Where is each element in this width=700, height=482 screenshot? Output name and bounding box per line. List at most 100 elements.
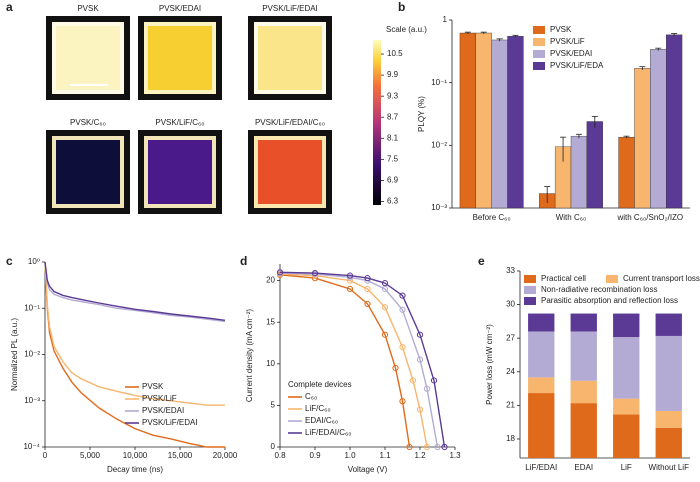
legend-label: C₆₀ (305, 392, 317, 401)
bar-segment (613, 313, 640, 338)
y-tick-label: 10⁻² (24, 350, 40, 359)
marker (434, 443, 441, 451)
y-tick-label: 10⁻¹ (431, 78, 447, 87)
x-tick-label: LiF/EDAI (525, 463, 557, 472)
colorbar-tick-label: 6.9 (387, 176, 399, 185)
y-tick-label: 10 (266, 359, 275, 368)
legend-label: PVSK/LiF/EDAI (142, 418, 198, 427)
marker (346, 285, 354, 293)
bar (475, 32, 492, 209)
x-tick-label: 1.2 (414, 451, 426, 460)
series-line (279, 274, 411, 448)
legend-label: Parasitic absorption and reflection loss (541, 296, 678, 305)
marker (311, 270, 319, 277)
y-tick-label: 18 (506, 434, 515, 443)
bar-segment (570, 380, 597, 404)
legend-label: PVSK/LiF (142, 394, 177, 403)
y-tick-label: 33 (506, 266, 515, 275)
legend-label: PVSK/EDAI (142, 406, 184, 415)
y-tick-label: 10⁻⁴ (23, 442, 40, 451)
image-label: PVSK/C₆₀ (70, 118, 106, 127)
legend-label: PVSK (550, 25, 572, 34)
bar (650, 49, 667, 209)
legend-label: EDAI/C₆₀ (305, 416, 338, 425)
legend-label: LiF/C₆₀ (305, 404, 331, 413)
image-label: PVSK/LiF/EDAI/C₆₀ (255, 118, 325, 127)
y-tick-label: 0 (271, 442, 276, 451)
bar-segment (613, 414, 640, 458)
y-tick-label: 24 (506, 367, 515, 376)
marker (399, 398, 406, 405)
bar-segment (528, 313, 555, 332)
colorbar-tick-label: 7.5 (387, 154, 399, 163)
panel-letter: a (6, 0, 13, 14)
marker (430, 377, 438, 384)
marker (392, 364, 399, 372)
x-axis-label: Voltage (V) (348, 465, 388, 474)
series-line (44, 261, 226, 323)
legend-label: PVSK/LiF/EDA (550, 61, 604, 70)
x-tick-label: Before C₆₀ (473, 213, 511, 222)
marker (364, 275, 371, 282)
marker (346, 272, 354, 279)
bar-segment (655, 427, 682, 458)
marker (381, 280, 389, 287)
marker (364, 300, 371, 308)
marker (399, 344, 406, 351)
y-tick-label: 5 (271, 401, 276, 410)
y-tick-label: 30 (506, 300, 515, 309)
x-tick-label: LiF (621, 463, 632, 472)
x-tick-label: EDAI (574, 463, 593, 472)
marker (364, 285, 371, 293)
colorbar-tick-label: 9.9 (387, 70, 399, 79)
series-line (279, 272, 439, 448)
bar (570, 135, 588, 209)
legend-label: LiF/EDAI/C₆₀ (305, 428, 352, 437)
bar-segment (655, 313, 682, 336)
series-line (279, 271, 446, 448)
legend-title: Complete devices (288, 380, 352, 389)
panel-letter: d (240, 254, 247, 268)
y-tick-label: 10⁰ (28, 257, 40, 266)
y-tick-label: 27 (506, 333, 515, 342)
image-label: PVSK (77, 4, 99, 13)
x-tick-label: 0 (43, 451, 48, 460)
y-tick-label: 10⁻² (431, 140, 447, 149)
marker (416, 356, 424, 363)
y-axis-label: Current density (mA cm⁻²) (245, 309, 254, 402)
bar (491, 39, 508, 209)
x-tick-label: 1.3 (449, 451, 461, 460)
legend-swatch (533, 50, 545, 58)
bar (634, 68, 651, 209)
bar (666, 34, 683, 209)
pl-image (144, 136, 216, 208)
marker (381, 304, 389, 311)
pl-image (254, 136, 326, 208)
series-line (44, 261, 226, 321)
pl-image (254, 22, 326, 94)
bar (586, 121, 603, 209)
y-axis-label: Power loss (mW cm⁻²) (485, 324, 494, 405)
bar (618, 136, 635, 209)
legend-swatch (524, 275, 536, 283)
colorbar-label: Scale (a.u.) (386, 25, 427, 34)
y-tick-label: 10⁻³ (431, 203, 447, 212)
bar (507, 36, 524, 209)
y-tick-label: 20 (266, 276, 275, 285)
y-axis-label: Normalized PL (a.u.) (10, 318, 19, 391)
marker (416, 331, 424, 338)
colorbar (373, 40, 381, 205)
colorbar-tick-label: 6.3 (387, 197, 399, 206)
marker (381, 285, 389, 293)
y-axis-label: PLQY (%) (417, 96, 426, 132)
y-tick-label: 21 (506, 400, 515, 409)
x-tick-label: 20,000 (213, 451, 238, 460)
bar-segment (613, 398, 640, 415)
bar-segment (570, 331, 597, 381)
x-tick-label: 1.1 (379, 451, 391, 460)
marker (409, 377, 417, 384)
legend-swatch (533, 38, 545, 46)
pl-images (46, 16, 381, 214)
y-tick-label: 1 (443, 15, 448, 24)
bar-segment (528, 331, 555, 378)
